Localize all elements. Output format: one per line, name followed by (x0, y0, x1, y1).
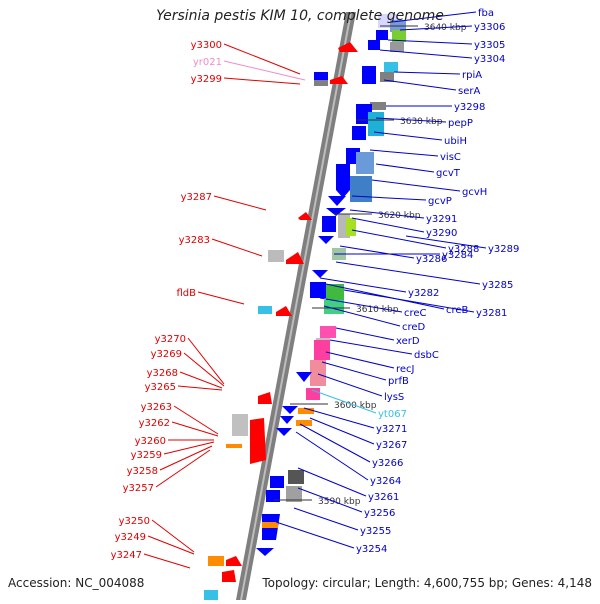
gene-label-creC: creC (404, 308, 427, 319)
gene-label-creB: creB (446, 305, 469, 316)
map-title: Yersinia pestis KIM 10, complete genome (156, 8, 444, 24)
gene-label-y3270: y3270 (155, 334, 186, 345)
tick-label: 3640 kbp (424, 23, 467, 33)
gene-label-yr021: yr021 (193, 57, 222, 68)
gene-label-y3300: y3300 (191, 40, 222, 51)
gene-label-xerD: xerD (396, 336, 420, 347)
gene-label-gcvH: gcvH (462, 187, 487, 198)
gene-label-y3262: y3262 (139, 418, 170, 429)
topology-label: Topology: circular; Length: 4,600,755 bp… (262, 576, 592, 590)
gene-label-y3261: y3261 (368, 492, 399, 503)
gene-label-lysS: lysS (384, 392, 404, 403)
gene-label-y3298: y3298 (454, 102, 485, 113)
accession-label: Accession: NC_004088 (8, 576, 145, 590)
gene-label-y3282: y3282 (408, 288, 439, 299)
gene-label-y3305: y3305 (474, 40, 505, 51)
gene-label-y3283: y3283 (179, 235, 210, 246)
gene-label-y3281: y3281 (476, 308, 507, 319)
gene-label-y3249: y3249 (115, 532, 146, 543)
gene-label-y3306: y3306 (474, 22, 505, 33)
gene-label-rpiA: rpiA (462, 70, 482, 81)
gene-label-prfB: prfB (388, 376, 409, 387)
gene-label-fba: fba (478, 8, 494, 19)
gene-label-ubiH: ubiH (444, 136, 467, 147)
genome-backbone (236, 11, 356, 601)
gene-label-y3269: y3269 (151, 349, 182, 360)
gene-label-y3304: y3304 (474, 54, 505, 65)
gene-label-y3268: y3268 (147, 368, 178, 379)
gene-label-y3260: y3260 (135, 436, 166, 447)
gene-label-y3285: y3285 (482, 280, 513, 291)
left-gene-labels: y3300 yr021 y3299 y3287 y3283 fldB y3270 y3269 y… (111, 40, 306, 569)
gene-label-y3271: y3271 (376, 424, 407, 435)
gene-label-y3257: y3257 (123, 483, 154, 494)
tick-label: 3610 kbp (356, 305, 399, 315)
gene-label-y3288: y3288 (448, 244, 479, 255)
gene-label-y3254: y3254 (356, 544, 387, 555)
gene-label-y3266: y3266 (372, 458, 403, 469)
gene-label-y3267: y3267 (376, 440, 407, 451)
gene-label-y3286: y3286 (416, 254, 447, 265)
tick-label: 3590 kbp (318, 497, 361, 507)
gene-label-recJ: recJ (396, 364, 415, 375)
gene-label-y3299: y3299 (191, 74, 222, 85)
tick-label: 3620 kbp (378, 211, 421, 221)
gene-label-creD: creD (402, 322, 426, 333)
left-strand-genes (204, 42, 358, 600)
gene-label-y3255: y3255 (360, 526, 391, 537)
gene-label-gcvP: gcvP (428, 196, 452, 207)
gene-label-fldB: fldB (176, 288, 196, 299)
gene-label-y3287: y3287 (181, 192, 212, 203)
right-gene-labels: fba y3306 y3305 y3304 rpiA serA y3298 pepP ubiH v… (275, 8, 519, 555)
gene-label-y3259: y3259 (131, 450, 162, 461)
gene-label-y3289: y3289 (488, 244, 519, 255)
gene-label-y3250: y3250 (119, 516, 150, 527)
gene-label-yt067: yt067 (378, 409, 407, 420)
gene-label-y3263: y3263 (141, 402, 172, 413)
gene-label-serA: serA (458, 86, 480, 97)
gene-label-y3258: y3258 (127, 466, 158, 477)
gene-label-visC: visC (440, 152, 461, 163)
gene-label-y3265: y3265 (145, 382, 176, 393)
gene-label-y3291: y3291 (426, 214, 457, 225)
gene-label-y3256: y3256 (364, 508, 395, 519)
gene-label-gcvT: gcvT (436, 168, 461, 179)
gene-label-dsbC: dsbC (414, 350, 439, 361)
right-strand-genes (256, 14, 406, 556)
gene-label-y3284: y3284 (442, 250, 473, 261)
gene-label-pepP: pepP (448, 118, 473, 129)
tick-label: 3630 kbp (400, 117, 443, 127)
gene-label-y3264: y3264 (370, 476, 401, 487)
gene-label-y3290: y3290 (426, 228, 457, 239)
gene-label-y3247: y3247 (111, 550, 142, 561)
